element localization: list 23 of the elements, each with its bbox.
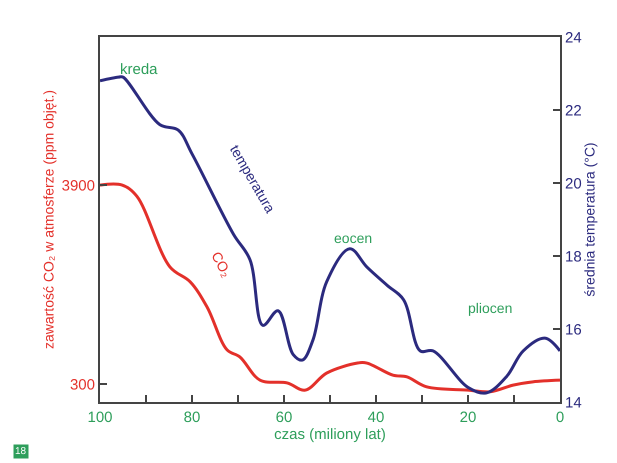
y2-tick-label: 16 <box>565 321 582 338</box>
y2-tick-label: 22 <box>565 102 582 120</box>
y2-tick-label: 14 <box>565 394 582 412</box>
annotation: eocen <box>334 230 372 246</box>
x-tick-label: 60 <box>276 409 292 426</box>
line-series <box>100 76 560 395</box>
x-tick-label: 100 <box>87 409 113 426</box>
annotation: pliocen <box>468 300 512 316</box>
y-axis-title: zawartość CO₂ w atmosferze (ppm objęt.) <box>40 90 57 350</box>
annotation: kreda <box>120 61 158 78</box>
x-tick-label: 40 <box>368 409 384 426</box>
y-tick-label: 3900 <box>62 177 95 194</box>
y2-tick-label: 20 <box>565 175 582 192</box>
y2-tick-label: 18 <box>565 248 582 266</box>
x-tick-label: 20 <box>460 409 476 426</box>
text: CO₂ <box>208 248 235 280</box>
x-tick-label: 0 <box>556 409 564 426</box>
y2-axis-title: średnia temperatura (°C) <box>582 142 598 297</box>
y2-tick-label: 24 <box>565 29 582 46</box>
x-tick-label: 80 <box>184 409 200 426</box>
text: 18 <box>15 446 27 457</box>
x-axis-title: czas (miliony lat) <box>274 426 386 443</box>
y-tick-label: 300 <box>70 376 95 394</box>
